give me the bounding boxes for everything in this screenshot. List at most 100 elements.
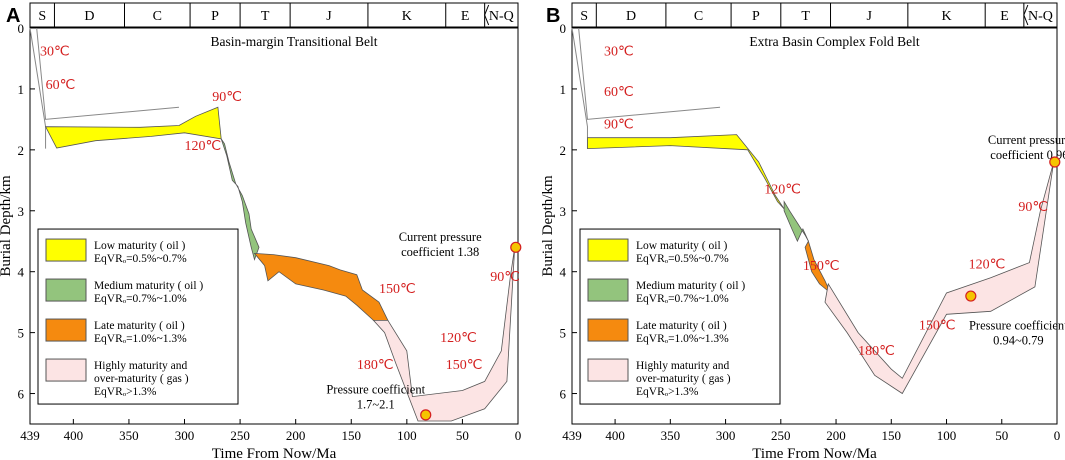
y-tick-label: 0 <box>18 21 25 36</box>
temperature-label: 90℃ <box>1018 200 1048 215</box>
period-strip <box>29 2 519 28</box>
legend: Low maturity ( oil )EqVRₒ=0.5%~0.7% Mediu… <box>579 228 781 405</box>
x-tick-label: 439 <box>562 428 582 443</box>
period-label: J <box>326 9 332 24</box>
legend-name: Low maturity ( oil ) <box>94 240 186 252</box>
period-label: S <box>38 9 46 24</box>
temperature-label: 120℃ <box>185 139 222 154</box>
period-label: E <box>1000 9 1009 24</box>
panel-b: B S D C P T J K E N-Q 0 1 2 3 4 5 6 439 400 350 300 250 200 150… <box>540 2 1065 460</box>
period-label: P <box>752 9 760 24</box>
y-tick-label: 3 <box>560 204 567 219</box>
temperature-label: 150℃ <box>919 319 956 334</box>
maturity-zone-1 <box>783 200 809 243</box>
burial-envelope <box>36 27 180 120</box>
pressure-annotation: Current pressure <box>988 133 1065 147</box>
legend-name: Low maturity ( oil ) <box>636 240 728 252</box>
legend-swatch <box>45 278 87 302</box>
y-tick-label: 4 <box>560 265 567 280</box>
panel-letter: B <box>546 5 560 27</box>
temperature-label: 150℃ <box>446 358 483 373</box>
temperature-label: 90℃ <box>490 270 520 285</box>
y-tick-label: 4 <box>18 265 25 280</box>
x-tick-label: 350 <box>119 428 139 443</box>
burial-envelope <box>578 27 721 120</box>
y-tick-label: 2 <box>18 143 25 158</box>
nq-bracket <box>1023 4 1029 26</box>
period-label: P <box>211 9 219 24</box>
period-label: C <box>153 9 162 24</box>
legend-range: EqVRₒ=0.7%~1.0% <box>636 293 729 305</box>
period-label: N-Q <box>489 9 514 24</box>
current-pressure-point <box>510 241 522 253</box>
legend-swatch <box>45 238 87 262</box>
x-tick-label: 0 <box>1054 428 1061 443</box>
temperature-label: 150℃ <box>803 259 840 274</box>
legend-range: EqVRₒ=0.5%~0.7% <box>636 253 729 265</box>
y-tick-label: 6 <box>18 387 25 402</box>
x-tick-label: 300 <box>175 428 195 443</box>
legend-range: EqVRₒ=1.0%~1.3% <box>636 333 729 345</box>
x-tick-label: 150 <box>342 428 362 443</box>
y-tick-label: 5 <box>18 326 25 341</box>
legend-range: EqVRₒ=0.5%~0.7% <box>94 253 187 265</box>
y-tick-label: 5 <box>560 326 567 341</box>
temperature-label: 60℃ <box>46 78 76 93</box>
temperature-label: 150℃ <box>379 282 416 297</box>
x-tick-label: 400 <box>605 428 625 443</box>
period-label: N-Q <box>1028 9 1053 24</box>
legend-name: Highly maturity and <box>94 360 188 372</box>
legend-name: over-maturity ( gas ) <box>636 373 731 385</box>
temperature-label: 120℃ <box>969 258 1006 273</box>
legend: Low maturity ( oil )EqVRₒ=0.5%~0.7% Mediu… <box>37 228 239 405</box>
legend-name: Medium maturity ( oil ) <box>94 280 203 292</box>
period-label: D <box>84 9 94 24</box>
pressure-annotation: coefficient 1.38 <box>401 245 479 259</box>
temperature-label: 60℃ <box>604 85 634 100</box>
legend-range: EqVRₒ>1.3% <box>636 386 699 398</box>
legend-range: EqVRₒ>1.3% <box>94 386 157 398</box>
temperature-label: 180℃ <box>858 344 895 359</box>
x-tick-label: 400 <box>64 428 84 443</box>
period-label: J <box>866 9 872 24</box>
legend-swatch <box>587 318 629 342</box>
x-tick-label: 200 <box>286 428 306 443</box>
legend-range: EqVRₒ=1.0%~1.3% <box>94 333 187 345</box>
pressure-annotation: coefficient 0.96 <box>990 148 1065 162</box>
x-tick-label: 50 <box>995 428 1008 443</box>
legend-name: over-maturity ( gas ) <box>94 373 189 385</box>
x-axis-label: Time From Now/Ma <box>752 446 877 460</box>
period-label: D <box>626 9 636 24</box>
maturity-zone-3 <box>372 247 516 422</box>
x-tick-label: 250 <box>771 428 791 443</box>
period-label: T <box>801 9 810 24</box>
x-tick-label: 350 <box>661 428 681 443</box>
temperature-label: 90℃ <box>604 118 634 133</box>
y-axis-label: Burial Depth/km <box>0 175 14 277</box>
x-tick-label: 100 <box>937 428 957 443</box>
maturity-zone-0 <box>587 134 785 210</box>
y-tick-label: 1 <box>18 82 25 97</box>
period-label: C <box>694 9 703 24</box>
x-tick-label: 50 <box>456 428 469 443</box>
period-label: K <box>941 9 951 24</box>
period-label: T <box>261 9 270 24</box>
legend-name: Late maturity ( oil ) <box>94 320 185 332</box>
temperature-label: 120℃ <box>764 183 801 198</box>
pressure-annotation: 1.7~2.1 <box>357 398 395 412</box>
x-tick-label: 150 <box>882 428 902 443</box>
y-tick-label: 2 <box>560 143 567 158</box>
legend-swatch <box>587 238 629 262</box>
temperature-label: 90℃ <box>212 90 242 105</box>
chart-title: Basin-margin Transitional Belt <box>210 34 377 49</box>
period-label: K <box>402 9 412 24</box>
panel-a: A S D C P T J K E N-Q 0 1 2 3 4 5 6 439 400 350 300 250 200 150… <box>0 2 522 460</box>
y-tick-label: 1 <box>560 82 567 97</box>
legend-swatch <box>587 278 629 302</box>
current-pressure-point <box>1049 156 1061 168</box>
pressure-point <box>965 290 977 302</box>
x-tick-label: 300 <box>716 428 736 443</box>
legend-swatch <box>45 358 87 382</box>
temperature-label: 120℃ <box>440 331 477 346</box>
